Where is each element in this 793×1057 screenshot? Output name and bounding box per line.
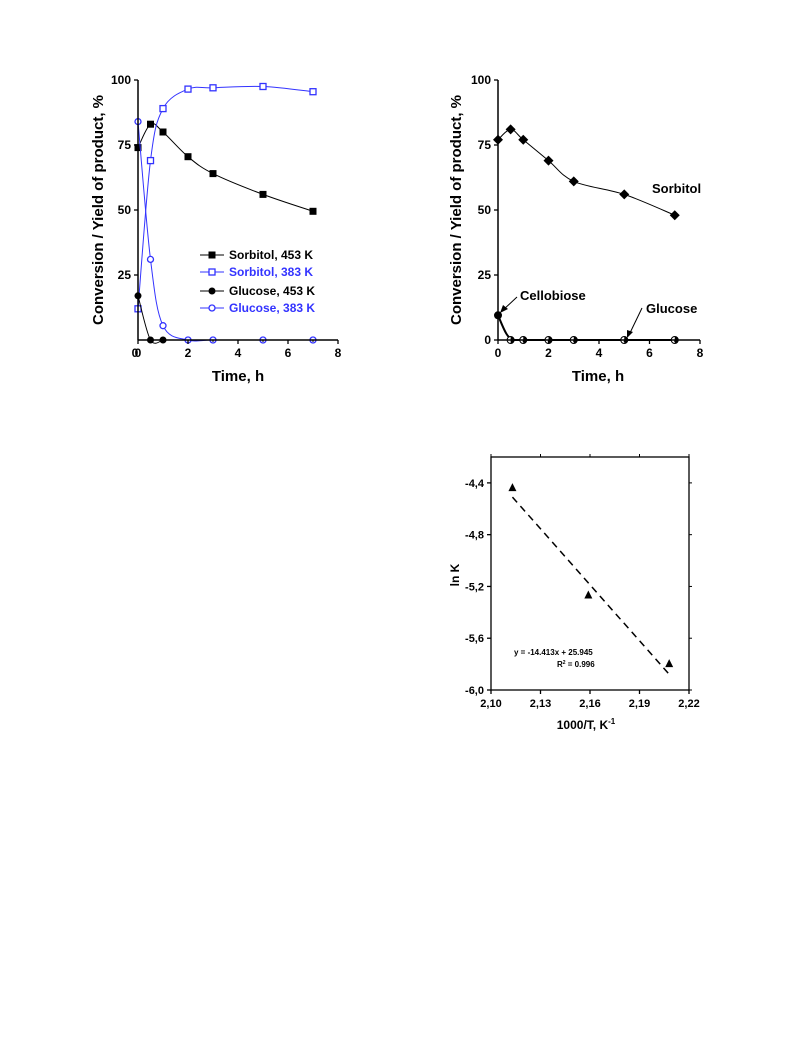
panel1-series-3-point — [159, 322, 167, 330]
panel3-y-tick-label: -6,0 — [465, 685, 484, 697]
panel1-x-tick-label: 2 — [185, 346, 192, 360]
panel1-series-0-point — [309, 207, 317, 215]
panel1-series-1-point — [209, 84, 217, 92]
chart-panel-3: 2,10 2,13 2,16 2,19 2,22 -6,0 -5,6 -5,2 -4,8 -4,4… — [448, 454, 700, 732]
panel3-data-point — [508, 483, 517, 492]
panel1-series-1-point — [159, 104, 167, 113]
fit-equation: y = -14.413x + 25.945 — [514, 648, 593, 657]
panel3-y-tick-label: -5,6 — [465, 633, 484, 645]
panel1-y-tick-label: 50 — [118, 203, 132, 217]
panel2-y-tick-label: 25 — [478, 268, 492, 282]
panel3-xlabel: 1000/T, K-1 — [557, 717, 616, 732]
panel2-y-tick-label: 50 — [478, 203, 492, 217]
panel2-sorbitol-point — [619, 189, 630, 200]
glucose-arrowhead — [627, 330, 633, 338]
panel1-x-tick-label: 4 — [235, 346, 242, 360]
panel2-sorbitol-point — [568, 176, 579, 187]
panel2-sorbitol-point — [543, 155, 554, 166]
panel3-data-point — [665, 659, 674, 668]
legend-marker-2 — [208, 287, 216, 295]
panel3-y-tick-label: -4,4 — [465, 478, 485, 490]
legend-label-3: Glucose, 383 K — [229, 301, 315, 315]
annotation-sorbitol: Sorbitol — [652, 181, 701, 196]
panel1-y-tick-label: 75 — [118, 138, 132, 152]
panel3-x-tick-label: 2,16 — [579, 698, 600, 710]
panel1-series-1-point — [184, 85, 192, 93]
panel1-y-tick-label: 100 — [111, 73, 131, 87]
panel1-series-1-point — [309, 88, 317, 96]
legend-marker-1 — [208, 268, 216, 276]
panel1-series-0-point — [159, 128, 167, 136]
panel2-x-tick-label: 8 — [697, 346, 704, 360]
panel3-y-tick-label: -4,8 — [465, 530, 484, 542]
panel3-data-point — [584, 590, 593, 599]
glucose-arrow — [628, 307, 643, 336]
panel1-x-tick-label: 0 — [135, 346, 142, 360]
legend-marker-3 — [208, 304, 216, 312]
panel1-series-0-point — [184, 153, 192, 161]
panel1-series-0-point — [209, 170, 217, 178]
legend-label-0: Sorbitol, 453 K — [229, 248, 313, 262]
panel2-x-tick-label: 2 — [545, 346, 552, 360]
panel3-y-tick-label: -5,2 — [465, 581, 484, 593]
panel3-x-tick-label: 2,19 — [629, 698, 650, 710]
panel2-x-tick-label: 4 — [596, 346, 603, 360]
panel3-x-tick-label: 2,10 — [480, 698, 501, 710]
legend-label-2: Glucose, 453 K — [229, 284, 315, 298]
panel3-x-tick-label: 2,22 — [678, 698, 699, 710]
panel1-y-tick-label: 25 — [118, 268, 132, 282]
panel3-fit-line — [511, 496, 672, 677]
panel2-x-tick-label: 0 — [495, 346, 502, 360]
panel1-xlabel: Time, h — [212, 368, 264, 385]
panel2-sorbitol-point — [669, 210, 680, 221]
panel1-zero-label: 0 — [132, 346, 139, 360]
panel1-series-1-point — [146, 156, 155, 165]
panel2-sorbitol-point — [518, 134, 529, 145]
panel1-series-1-point — [259, 82, 267, 91]
panel1-series-0-point — [259, 190, 267, 198]
panel2-sorbitol-point — [505, 124, 516, 135]
annotation-glucose: Glucose — [646, 301, 697, 316]
panel2-y-tick-label: 100 — [471, 73, 491, 87]
cellobiose-arrowhead — [500, 305, 508, 313]
panel1-series-0-line — [137, 123, 314, 212]
panel2-x-tick-label: 6 — [646, 346, 653, 360]
panel2-y-tick-label: 75 — [478, 138, 492, 152]
panel3-x-tick-label: 2,13 — [530, 698, 551, 710]
panel2-ylabel: Conversion / Yield of product, % — [448, 95, 465, 325]
panel1-x-tick-label: 8 — [335, 346, 342, 360]
fit-r-squared: R2 = 0.996 — [557, 660, 595, 669]
panel1-series-3-point — [146, 255, 155, 264]
panel1-x-tick-label: 6 — [285, 346, 292, 360]
legend-label-1: Sorbitol, 383 K — [229, 265, 313, 279]
panel3-ylabel: ln K — [448, 563, 462, 586]
panel1-legend: Sorbitol, 453 K Sorbitol, 383 K Glucose, 4… — [200, 248, 315, 315]
panel1-ylabel: Conversion / Yield of product, % — [90, 95, 107, 325]
panel2-xlabel: Time, h — [572, 368, 624, 385]
chart-panel-2: 0 2 4 6 8 0 25 50 75 100 Conversion / Yield of pr… — [448, 73, 704, 385]
legend-marker-0 — [208, 251, 216, 259]
panel1-series-2-line — [137, 295, 164, 344]
panel1-series-0-point — [147, 120, 154, 128]
panel2-y-tick-label: 0 — [484, 333, 491, 347]
annotation-cellobiose: Cellobiose — [520, 288, 586, 303]
